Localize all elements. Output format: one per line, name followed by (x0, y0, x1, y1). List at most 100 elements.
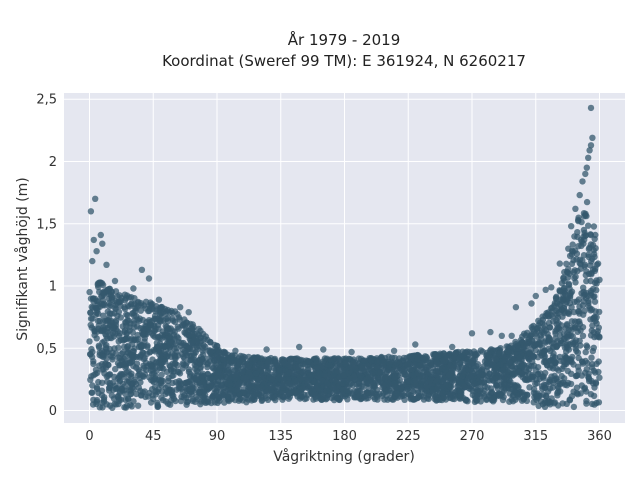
data-point (204, 396, 211, 403)
data-point (424, 368, 431, 376)
data-point (464, 376, 471, 384)
data-point (131, 295, 138, 302)
data-point (419, 393, 427, 400)
data-point (582, 348, 589, 356)
data-point (596, 374, 603, 381)
data-point (554, 383, 561, 390)
data-point (197, 365, 204, 372)
data-point (164, 382, 171, 390)
data-point (568, 318, 576, 325)
data-point (566, 341, 574, 348)
data-point (209, 376, 216, 383)
data-point (520, 362, 528, 369)
data-point (272, 396, 279, 404)
data-point (591, 298, 599, 305)
data-point (566, 291, 574, 298)
data-point (592, 265, 599, 272)
data-point (206, 347, 213, 354)
data-point (89, 401, 97, 408)
data-point (304, 366, 311, 373)
data-point (480, 363, 487, 370)
data-point (396, 367, 403, 374)
data-point (456, 359, 464, 367)
data-point (320, 346, 327, 353)
data-point (87, 208, 95, 215)
data-point (128, 370, 135, 377)
data-point (87, 309, 94, 316)
data-point (115, 400, 122, 408)
data-point (258, 355, 265, 362)
data-point (434, 361, 441, 368)
y-tick-label: 1 (49, 280, 57, 295)
data-point (275, 374, 283, 382)
data-point (592, 231, 599, 239)
data-point (292, 388, 299, 395)
data-point (403, 386, 411, 393)
data-point (95, 389, 102, 397)
data-point (345, 370, 352, 377)
data-point (90, 236, 98, 244)
data-point (331, 377, 338, 384)
data-point (565, 245, 572, 252)
data-point (224, 351, 232, 359)
data-point (379, 362, 387, 369)
data-point (118, 371, 126, 378)
data-point (579, 324, 587, 331)
y-tick-label: 2 (49, 155, 57, 170)
data-point (156, 334, 163, 341)
data-point (585, 375, 593, 382)
data-point (495, 350, 502, 357)
data-point (101, 338, 108, 345)
data-point (487, 328, 494, 336)
data-point (481, 358, 489, 365)
x-tick-label: 135 (268, 429, 293, 444)
data-point (145, 275, 153, 282)
data-point (440, 394, 448, 402)
data-point (234, 363, 241, 370)
data-point (154, 401, 161, 409)
data-point (99, 297, 107, 304)
data-point (306, 371, 314, 378)
data-point (295, 356, 302, 363)
data-point (523, 343, 530, 350)
data-point (554, 389, 561, 397)
x-tick-label: 45 (145, 429, 162, 444)
data-point (95, 325, 102, 332)
data-point (589, 134, 596, 141)
data-point (121, 305, 129, 312)
data-point (152, 308, 159, 315)
data-point (340, 372, 347, 379)
data-point (565, 265, 572, 273)
x-tick-label: 360 (587, 429, 612, 444)
data-point (426, 377, 434, 384)
data-point (200, 385, 207, 393)
data-point (425, 395, 432, 403)
data-point (139, 325, 147, 332)
data-point (590, 367, 597, 374)
data-point (245, 370, 253, 378)
data-point (553, 295, 560, 303)
data-point (588, 289, 595, 296)
data-point (399, 381, 407, 388)
data-point (355, 379, 363, 386)
data-point (471, 380, 478, 387)
data-point (106, 299, 113, 307)
data-point (101, 302, 108, 309)
data-point (539, 401, 547, 408)
data-point (511, 371, 518, 378)
data-point (180, 353, 187, 361)
data-point (126, 384, 133, 391)
data-point (586, 147, 593, 154)
data-point (211, 399, 219, 406)
data-point (549, 384, 556, 391)
data-point (128, 357, 136, 365)
data-point (393, 359, 400, 367)
data-point (279, 384, 287, 391)
data-point (556, 260, 563, 267)
data-point (308, 389, 315, 396)
data-point (574, 372, 581, 379)
data-point (258, 397, 265, 404)
data-point (171, 345, 178, 352)
data-point (583, 342, 590, 349)
data-point (364, 395, 372, 402)
